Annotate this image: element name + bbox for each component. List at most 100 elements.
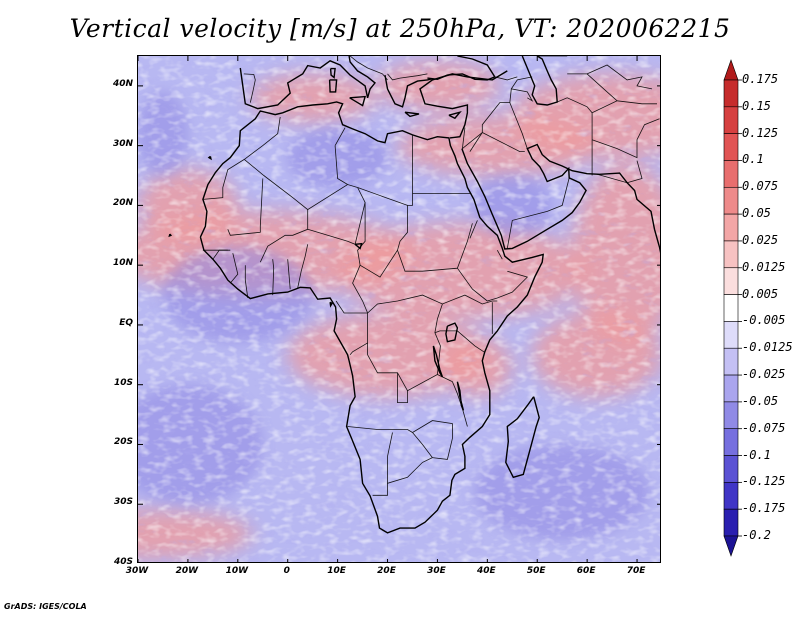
country-border <box>335 294 498 314</box>
colorbar-swatch <box>723 508 739 537</box>
coastline <box>427 73 496 81</box>
colorbar-swatch <box>723 267 739 295</box>
country-border <box>462 127 466 149</box>
coastline <box>419 70 508 139</box>
coastline <box>354 242 363 250</box>
coastline <box>168 233 173 238</box>
lon-tick-label: 10E <box>327 566 346 576</box>
country-border <box>506 177 570 249</box>
country-border <box>349 56 388 81</box>
country-border <box>510 76 533 90</box>
lon-tick-label: 70E <box>626 566 646 576</box>
colorbar-swatch <box>723 482 739 510</box>
country-border <box>567 73 618 102</box>
country-border <box>272 259 275 296</box>
coastline <box>505 396 540 479</box>
country-border <box>469 220 478 239</box>
country-border <box>586 64 653 90</box>
colorbar-tick-label: -0.2 <box>742 528 771 542</box>
lat-tick-label: 20S <box>113 437 133 448</box>
country-border <box>202 159 245 200</box>
country-border <box>387 73 428 81</box>
colorbar-swatch <box>723 160 739 188</box>
country-border <box>259 209 309 263</box>
coastline <box>349 95 367 107</box>
colorbar-swatch <box>723 374 739 403</box>
lon-tick-label: 50E <box>526 566 546 576</box>
coastline <box>207 155 212 161</box>
coastline <box>448 110 462 120</box>
colorbar-swatch <box>723 294 739 322</box>
lon-tick-label: 30E <box>427 566 446 576</box>
country-border <box>243 73 256 103</box>
country-border <box>287 259 291 290</box>
vertical-velocity-field <box>138 56 660 562</box>
country-border <box>397 372 408 404</box>
coastline <box>457 56 496 78</box>
coastline <box>456 381 465 411</box>
lat-tick-label: EQ <box>119 317 133 328</box>
colorbar-swatch <box>723 535 739 557</box>
colorbar-tick-label: -0.025 <box>742 367 786 382</box>
colorbar-swatch <box>723 186 739 215</box>
coastline <box>404 111 420 118</box>
colorbar-swatch <box>723 106 739 134</box>
country-border <box>387 432 393 457</box>
colorbar-tick-label: -0.0125 <box>742 340 793 355</box>
coastline <box>328 79 338 93</box>
country-border <box>347 420 453 460</box>
country-border <box>244 116 281 160</box>
country-border <box>482 132 525 152</box>
coastline <box>199 101 545 534</box>
coastline <box>239 56 376 110</box>
colorbar-tick-label: -0.005 <box>742 313 786 328</box>
colorbar-tick-label: 0.15 <box>742 98 771 113</box>
lon-tick-label: 60E <box>576 566 596 576</box>
country-border <box>229 253 239 284</box>
country-border <box>509 88 534 103</box>
colorbar-swatch <box>723 79 739 108</box>
country-border <box>496 250 503 260</box>
lat-tick-label: 20N <box>112 198 133 209</box>
colorbar-tick-label: 0.025 <box>742 232 779 247</box>
colorbar-tick-label: -0.075 <box>742 420 786 435</box>
coastline <box>329 67 336 79</box>
colorbar-swatch <box>723 455 739 483</box>
country-border <box>349 303 443 392</box>
colorbar-tick-label: -0.05 <box>742 393 779 408</box>
colorbar-swatch <box>723 347 739 376</box>
colorbar-swatch <box>723 133 739 161</box>
axis-ticks <box>138 56 660 562</box>
lat-tick-label: 30N <box>112 138 133 149</box>
lat-tick-label: 30S <box>113 497 133 508</box>
colorbar-swatch <box>723 401 739 430</box>
country-border <box>437 374 468 427</box>
country-border <box>387 456 433 484</box>
colorbar-swatch <box>723 240 739 269</box>
colorbar-tick-label: -0.125 <box>742 474 786 489</box>
footer-credit: GrADS: IGES/COLA <box>4 602 87 611</box>
colorbar-tick-label: 0.05 <box>742 206 771 221</box>
country-border <box>372 483 388 496</box>
chart-title: Vertical velocity [m/s] at 250hPa, VT: 2… <box>69 14 731 43</box>
lat-tick-label: 40N <box>112 78 133 89</box>
country-border <box>334 145 348 185</box>
country-border <box>227 178 264 236</box>
colorbar-tick-label: 0.075 <box>742 179 779 194</box>
coastline <box>521 56 558 106</box>
lon-tick-label: 10W <box>225 566 249 576</box>
lon-tick-label: 40E <box>476 566 496 576</box>
lat-tick-label: 10N <box>112 258 133 269</box>
coastline <box>445 322 459 343</box>
field-texture-light <box>138 56 660 562</box>
lon-tick-label: 20W <box>175 566 199 576</box>
map-panel <box>137 55 661 563</box>
lat-tick-label: 10S <box>113 377 133 388</box>
colorbar-swatch <box>723 321 739 349</box>
country-border <box>352 265 369 343</box>
colorbar-tick-label: 0.175 <box>742 72 779 86</box>
colorbar-tick-label: 0.1 <box>742 152 764 167</box>
country-border <box>557 97 593 114</box>
colorbar-swatch <box>723 428 739 456</box>
